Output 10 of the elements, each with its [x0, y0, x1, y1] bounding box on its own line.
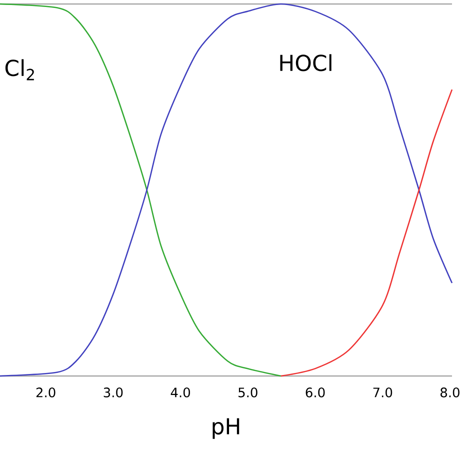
x-tick-label: 4.0 — [170, 388, 190, 398]
x-tick-label: 7.0 — [373, 388, 392, 398]
x-tick-label: 5.0 — [238, 388, 258, 398]
x-tick-label: 2.0 — [36, 388, 56, 398]
x-tick-label: 3.0 — [104, 388, 123, 398]
series-label: HOCl — [280, 54, 332, 72]
x-axis-title: pH — [212, 418, 240, 439]
text: Cl$_{2}$ — [5, 59, 34, 80]
x-tick-label: 8.0 — [440, 388, 460, 398]
x-tick-label: 6.0 — [306, 388, 325, 398]
